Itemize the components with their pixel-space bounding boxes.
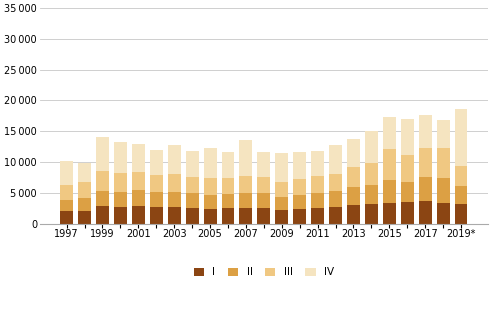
Bar [132,206,145,224]
Bar [365,130,378,163]
Bar [204,209,216,224]
Bar [204,178,216,195]
Bar [60,161,73,185]
Bar [419,115,431,148]
Bar [240,140,252,175]
Bar [383,203,396,224]
Bar [276,153,288,182]
Bar [185,177,199,193]
Bar [150,150,163,175]
Bar [436,120,450,148]
Bar [365,204,378,224]
Bar [221,178,234,194]
Bar [293,209,306,224]
Bar [150,192,163,207]
Bar [436,148,450,178]
Bar [257,177,270,193]
Bar [347,187,360,205]
Bar [311,176,324,193]
Bar [311,208,324,224]
Bar [329,191,342,207]
Bar [60,185,73,200]
Bar [436,178,450,203]
Bar [347,205,360,224]
Bar [114,142,127,173]
Bar [132,144,145,172]
Bar [221,152,234,178]
Bar [185,193,199,208]
Bar [401,182,414,202]
Bar [401,155,414,182]
Bar [257,152,270,177]
Bar [78,163,91,182]
Bar [60,200,73,211]
Bar [401,202,414,224]
Bar [114,173,127,191]
Bar [185,208,199,224]
Bar [276,182,288,197]
Bar [240,175,252,193]
Bar [78,182,91,198]
Bar [78,198,91,211]
Bar [240,208,252,224]
Legend: I, II, III, IV: I, II, III, IV [193,268,334,278]
Bar [383,117,396,149]
Bar [240,193,252,208]
Bar [383,149,396,180]
Bar [168,191,181,207]
Bar [257,193,270,208]
Bar [96,171,109,191]
Bar [365,163,378,185]
Bar [436,203,450,224]
Bar [276,210,288,224]
Bar [204,195,216,209]
Bar [96,191,109,206]
Bar [78,211,91,224]
Bar [401,119,414,155]
Bar [455,109,467,166]
Bar [221,208,234,224]
Bar [257,208,270,224]
Bar [132,190,145,206]
Bar [132,172,145,190]
Bar [347,139,360,167]
Bar [311,151,324,176]
Bar [293,195,306,209]
Bar [204,148,216,178]
Bar [455,186,467,204]
Bar [185,151,199,177]
Bar [114,207,127,224]
Bar [347,167,360,187]
Bar [150,207,163,224]
Bar [168,145,181,174]
Bar [96,137,109,171]
Bar [293,152,306,179]
Bar [60,211,73,224]
Bar [419,148,431,177]
Bar [168,174,181,191]
Bar [114,191,127,207]
Bar [419,201,431,224]
Bar [455,166,467,186]
Bar [150,175,163,192]
Bar [455,204,467,224]
Bar [276,197,288,210]
Bar [96,206,109,224]
Bar [221,194,234,208]
Bar [329,207,342,224]
Bar [311,193,324,208]
Bar [383,180,396,203]
Bar [329,174,342,191]
Bar [365,185,378,204]
Bar [293,179,306,195]
Bar [419,177,431,201]
Bar [168,207,181,224]
Bar [329,145,342,174]
